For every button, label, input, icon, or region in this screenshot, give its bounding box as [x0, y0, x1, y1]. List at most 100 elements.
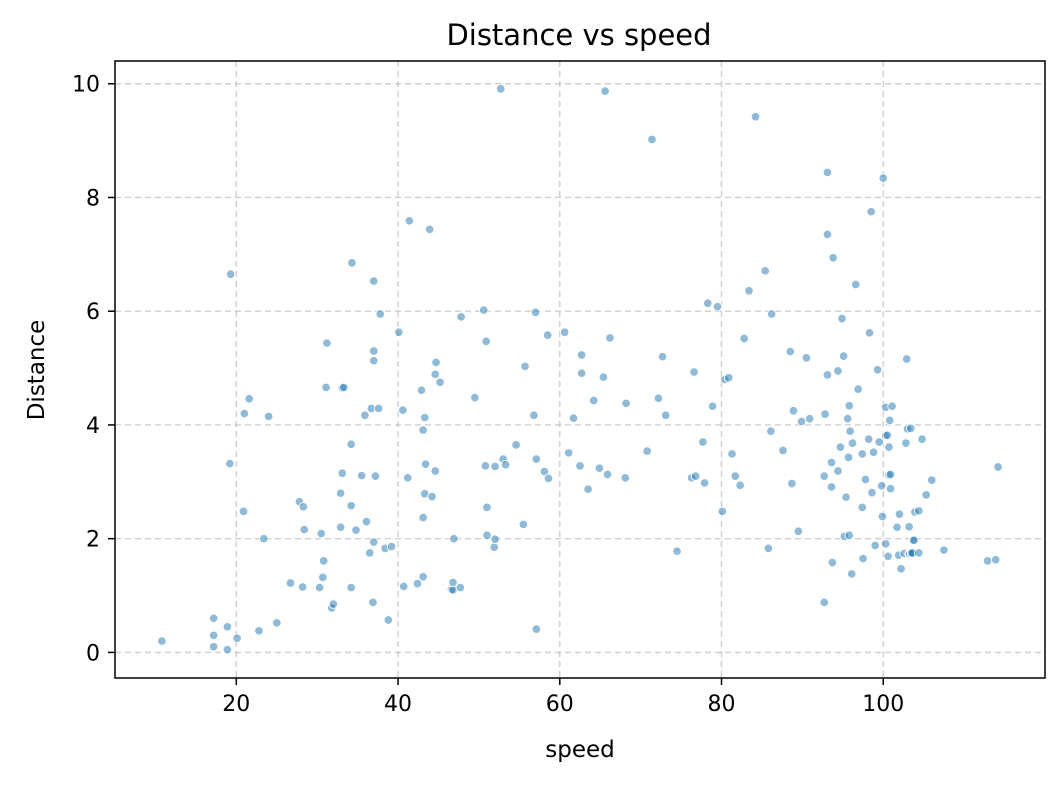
x-axis-ticks: 20 40 60 80 100: [222, 678, 904, 717]
data-point: [351, 525, 361, 535]
data-point: [369, 276, 379, 286]
data-point: [361, 516, 372, 527]
data-point: [826, 482, 837, 492]
data-point: [321, 382, 331, 393]
data-point: [285, 578, 296, 588]
data-point: [318, 572, 328, 583]
data-points: [157, 84, 1003, 655]
data-point: [539, 466, 550, 477]
chart-title: Distance vs speed: [446, 18, 711, 52]
y-tick-label: 6: [86, 300, 100, 325]
data-point: [993, 462, 1003, 472]
data-point: [369, 346, 379, 356]
data-point: [520, 361, 530, 372]
data-point: [744, 285, 754, 296]
data-point: [418, 425, 428, 435]
data-point: [883, 551, 893, 562]
y-tick-label: 0: [86, 641, 100, 666]
data-point: [225, 269, 236, 279]
data-point: [418, 512, 428, 523]
data-point: [990, 554, 1001, 565]
data-point: [793, 526, 804, 537]
data-point: [914, 506, 924, 516]
data-point: [346, 500, 356, 511]
data-point: [568, 413, 579, 423]
data-point: [804, 413, 815, 424]
data-point: [703, 298, 713, 309]
data-point: [208, 641, 219, 652]
data-point: [826, 457, 837, 468]
x-tick-label: 20: [222, 692, 250, 717]
data-point: [594, 463, 605, 473]
data-point: [254, 626, 264, 636]
data-point: [225, 458, 235, 469]
data-point: [232, 633, 242, 643]
data-point: [660, 410, 671, 421]
data-point: [208, 630, 219, 641]
data-point: [885, 483, 896, 494]
data-point: [208, 613, 219, 624]
data-point: [244, 394, 254, 404]
data-point: [857, 449, 867, 459]
data-point: [456, 312, 466, 322]
data-point: [418, 572, 428, 582]
data-point: [297, 582, 308, 592]
data-point: [845, 426, 855, 436]
data-point: [766, 426, 776, 436]
data-point: [347, 258, 357, 268]
data-point: [843, 452, 854, 463]
data-point: [866, 206, 876, 217]
data-point: [876, 481, 887, 491]
data-point: [842, 413, 853, 424]
data-point: [872, 365, 883, 375]
data-point: [419, 412, 430, 423]
data-point: [819, 597, 829, 608]
data-point: [909, 535, 919, 546]
x-axis-label: speed: [545, 737, 614, 763]
data-point: [785, 346, 796, 357]
data-point: [801, 353, 812, 363]
data-point: [730, 471, 741, 481]
data-point: [858, 553, 868, 564]
data-point: [398, 581, 409, 592]
data-point: [383, 615, 394, 625]
data-point: [369, 537, 379, 547]
data-point: [857, 502, 867, 513]
plot-area-frame: [114, 60, 1046, 679]
data-point: [864, 328, 875, 338]
data-point: [346, 439, 356, 450]
data-point: [837, 313, 847, 324]
data-point: [846, 569, 857, 579]
y-axis-label: Distance: [24, 320, 50, 421]
data-point: [717, 506, 728, 517]
x-tick-label: 60: [546, 692, 574, 717]
data-point: [877, 511, 888, 522]
data-point: [939, 545, 949, 555]
data-point: [707, 401, 718, 411]
data-point: [157, 636, 167, 646]
data-point: [647, 134, 657, 145]
data-point: [576, 350, 587, 360]
data-point: [901, 354, 912, 364]
data-point: [735, 480, 745, 490]
data-point: [885, 469, 896, 480]
data-point: [860, 474, 871, 485]
data-point: [870, 540, 880, 551]
data-point: [402, 473, 413, 483]
data-point: [653, 393, 664, 403]
data-point: [819, 471, 829, 481]
data-point: [490, 534, 500, 544]
data-point: [576, 368, 587, 378]
data-point: [430, 369, 440, 380]
data-point: [884, 442, 894, 452]
x-tick-label: 40: [384, 692, 412, 717]
data-point: [489, 542, 500, 552]
y-tick-label: 10: [72, 73, 100, 98]
data-point: [369, 355, 379, 366]
data-point: [621, 398, 631, 409]
data-point: [822, 370, 833, 380]
data-point: [822, 167, 833, 178]
data-point: [322, 338, 332, 348]
data-point: [835, 442, 846, 452]
